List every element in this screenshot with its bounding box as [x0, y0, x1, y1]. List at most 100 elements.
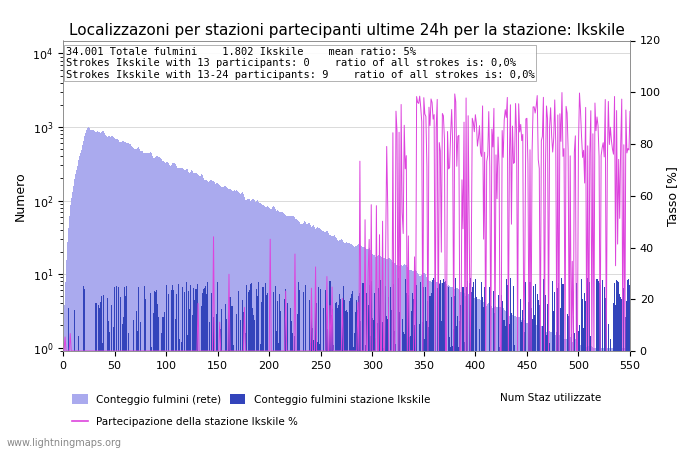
Bar	[175, 319, 176, 450]
Bar	[251, 200, 252, 450]
Bar	[369, 248, 370, 450]
Bar	[412, 270, 413, 450]
Bar	[103, 295, 104, 450]
Bar	[240, 320, 241, 450]
Bar	[379, 288, 380, 450]
Bar	[116, 139, 117, 450]
Bar	[152, 156, 153, 450]
Bar	[520, 319, 522, 450]
Bar	[555, 335, 556, 450]
Bar	[308, 223, 309, 450]
Bar	[547, 331, 548, 450]
Bar	[448, 287, 449, 450]
Bar	[280, 212, 281, 450]
Bar	[66, 242, 68, 450]
Bar	[291, 321, 293, 450]
Bar	[251, 283, 252, 450]
Bar	[609, 348, 610, 450]
Bar	[544, 291, 545, 450]
Bar	[360, 245, 361, 450]
Bar	[356, 246, 357, 450]
Bar	[484, 304, 485, 450]
Bar	[407, 267, 408, 450]
Bar	[123, 141, 125, 450]
Bar	[503, 308, 504, 450]
Bar	[566, 339, 568, 450]
Bar	[419, 324, 420, 450]
Bar	[73, 186, 74, 450]
Bar	[299, 222, 300, 450]
Bar	[424, 339, 426, 450]
Bar	[317, 342, 318, 450]
Bar	[459, 291, 461, 450]
Bar	[408, 269, 409, 450]
Bar	[240, 194, 241, 450]
Bar	[277, 301, 278, 450]
Bar	[377, 256, 378, 450]
Bar	[482, 302, 483, 450]
Bar	[528, 302, 529, 450]
Bar	[479, 299, 480, 450]
Bar	[248, 198, 249, 450]
Bar	[476, 298, 477, 450]
Bar	[610, 348, 611, 450]
Bar	[277, 211, 278, 450]
Bar	[359, 244, 360, 450]
Bar	[120, 142, 121, 450]
Bar	[412, 292, 413, 450]
Bar	[543, 279, 544, 450]
Bar	[206, 180, 208, 450]
Bar	[371, 252, 372, 450]
Bar	[573, 316, 574, 450]
Bar	[216, 314, 217, 450]
Bar	[141, 151, 142, 450]
Bar	[109, 135, 110, 450]
Bar	[596, 279, 598, 450]
Bar	[570, 334, 572, 450]
Bar	[402, 265, 404, 450]
Bar	[225, 304, 226, 450]
Bar	[537, 294, 538, 450]
Bar	[508, 316, 509, 450]
Bar	[219, 185, 220, 450]
Y-axis label: Numero: Numero	[14, 171, 27, 220]
Bar	[579, 345, 580, 450]
Bar	[520, 299, 522, 450]
Bar	[184, 292, 186, 450]
Bar	[395, 344, 396, 450]
Bar	[371, 281, 372, 450]
Bar	[279, 294, 280, 450]
Bar	[223, 187, 224, 450]
Bar	[608, 324, 609, 450]
Bar	[514, 345, 515, 450]
Bar	[381, 257, 382, 450]
Bar	[414, 325, 415, 450]
Bar	[422, 322, 423, 450]
Bar	[478, 299, 479, 450]
Bar	[226, 319, 228, 450]
Bar	[592, 347, 594, 450]
Bar	[498, 346, 500, 450]
Bar	[127, 143, 129, 450]
Bar	[218, 184, 219, 450]
Bar	[140, 322, 141, 450]
Bar	[151, 153, 152, 450]
Bar	[522, 310, 524, 450]
Bar	[516, 317, 517, 450]
Bar	[596, 348, 598, 450]
Bar	[113, 327, 114, 450]
Bar	[398, 312, 400, 450]
Bar	[186, 282, 187, 450]
Bar	[267, 207, 269, 450]
Bar	[469, 283, 470, 450]
Bar	[311, 227, 312, 450]
Bar	[256, 289, 258, 450]
Bar	[204, 286, 206, 450]
Bar	[130, 146, 132, 450]
Bar	[193, 173, 195, 450]
Bar	[522, 318, 524, 450]
Bar	[99, 133, 101, 450]
Bar	[627, 348, 629, 450]
Bar	[406, 266, 407, 450]
Bar	[479, 329, 480, 450]
